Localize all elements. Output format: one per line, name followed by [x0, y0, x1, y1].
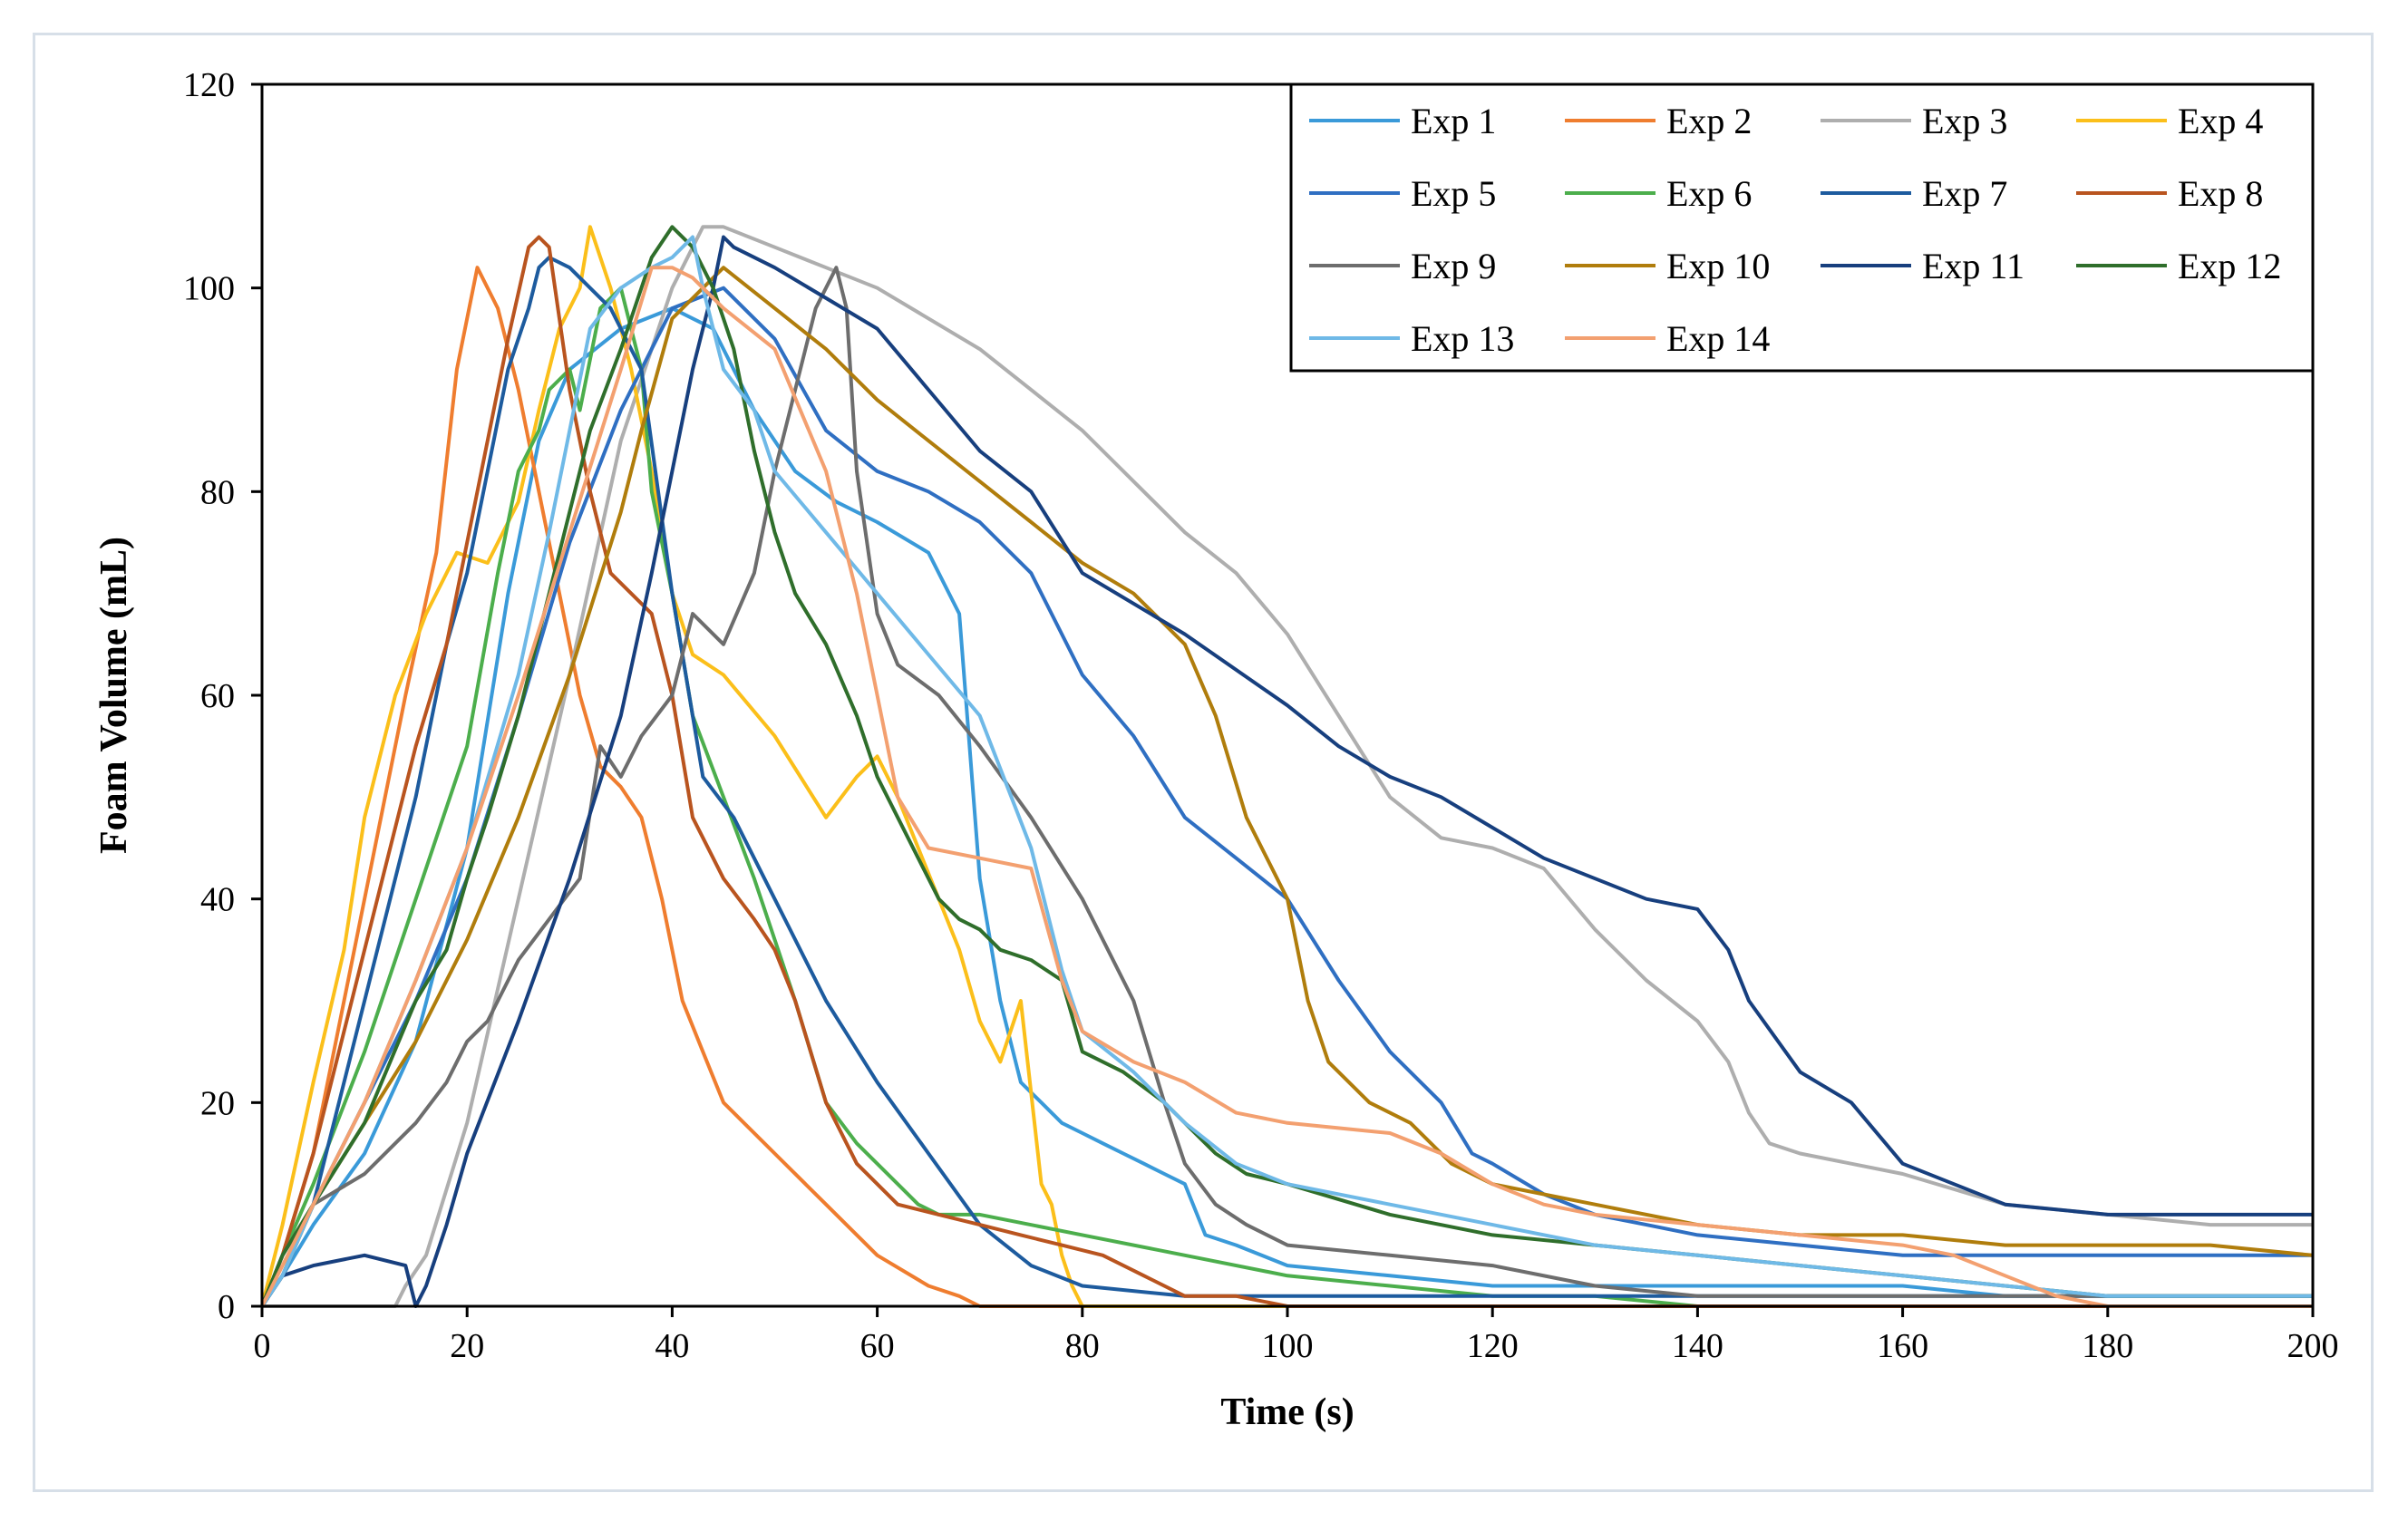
legend-label: Exp 2	[1666, 101, 1752, 141]
series-line-exp-8	[260, 235, 2313, 1308]
legend-label: Exp 3	[1922, 101, 2007, 141]
x-tick-label: 40	[655, 1327, 689, 1365]
legend-label: Exp 8	[2178, 173, 2263, 214]
y-tick-label: 0	[218, 1288, 235, 1326]
x-tick-label: 100	[1262, 1327, 1314, 1365]
x-tick-label: 0	[254, 1327, 271, 1365]
x-tick-label: 200	[2287, 1327, 2339, 1365]
series-line-exp-11	[260, 235, 2313, 1308]
x-axis-title: Time (s)	[1220, 1391, 1354, 1433]
series-line-exp-3	[262, 225, 2313, 1308]
y-tick-label: 120	[183, 66, 235, 104]
legend-label: Exp 1	[1411, 101, 1496, 141]
y-tick-label: 20	[200, 1084, 235, 1122]
legend-label: Exp 4	[2178, 101, 2263, 141]
series-line-exp-13	[260, 235, 2313, 1308]
series-line-exp-4	[260, 225, 2313, 1308]
y-tick-label: 100	[183, 270, 235, 308]
series-line-exp-14	[260, 266, 2313, 1308]
series-line-exp-2	[260, 266, 2313, 1308]
y-axis-title: Foam Volume (mL)	[93, 537, 135, 854]
legend-box	[1289, 82, 2315, 373]
x-tick-label: 60	[860, 1327, 895, 1365]
series-line-exp-7	[260, 256, 2313, 1308]
legend-label: Exp 14	[1666, 318, 1770, 359]
axes-layer: 0 20 40 60 80 100 120 140 160 180 200 0 20 40 60 80 100 1…	[183, 66, 2339, 1365]
series-line-exp-12	[260, 225, 2313, 1307]
legend-label: Exp 12	[2178, 246, 2281, 286]
x-tick-label: 160	[1877, 1327, 1928, 1365]
legend-label: Exp 7	[1922, 173, 2007, 214]
x-tick-label: 80	[1065, 1327, 1100, 1365]
y-tick-label: 40	[200, 881, 235, 919]
legend-label: Exp 11	[1922, 246, 2024, 286]
x-tick-label: 120	[1467, 1327, 1519, 1365]
legend: Exp 1 Exp 2 Exp 3 Exp 4 Exp 5 Exp 6 Exp 7 Exp 8…	[1289, 82, 2315, 373]
legend-label: Exp 5	[1411, 173, 1496, 214]
legend-label: Exp 9	[1411, 246, 1496, 286]
y-tick-label: 80	[200, 473, 235, 511]
line-chart: 0 20 40 60 80 100 120 140 160 180 200 0 20 40 60 80 100 1…	[93, 66, 2339, 1433]
y-tick-label: 60	[200, 677, 235, 715]
figure-frame: 0 20 40 60 80 100 120 140 160 180 200 0 20 40 60 80 100 1…	[33, 33, 2374, 1492]
legend-label: Exp 6	[1666, 173, 1752, 214]
legend-label: Exp 10	[1666, 246, 1770, 286]
series-layer	[260, 225, 2314, 1308]
x-tick-label: 140	[1672, 1327, 1723, 1365]
x-tick-label: 20	[450, 1327, 484, 1365]
x-tick-label: 180	[2082, 1327, 2133, 1365]
legend-label: Exp 13	[1411, 318, 1514, 359]
